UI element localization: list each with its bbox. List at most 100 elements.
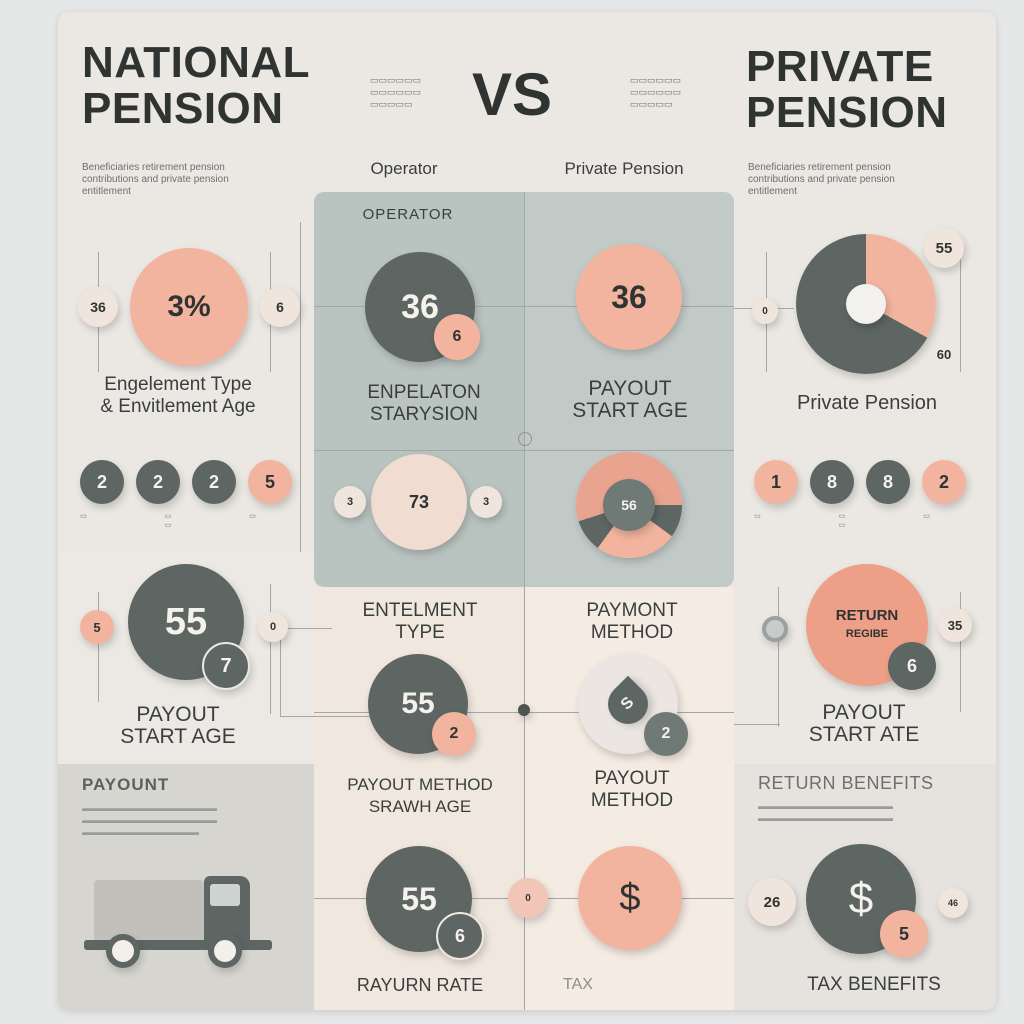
left-mid-label-line2: START AGE: [120, 725, 236, 748]
center-mid-left-label2-line2: SRAWH AGE: [368, 797, 472, 816]
left-mid-label-line1: PAYOUT: [136, 703, 220, 726]
center-mid-left-label: ENTELMENT TYPE: [340, 600, 500, 644]
right-mid-connector: [734, 724, 780, 725]
left-subtitle: Beneficiaries retirement pension contrib…: [82, 162, 302, 198]
right-top-badge: 55: [924, 228, 964, 268]
right-row-captions: ▭ ▭ ▭ ▭: [754, 513, 968, 529]
left-mid-side: 5: [80, 610, 114, 644]
left-top-side-right: 6: [260, 287, 300, 327]
right-title: PRIVATE PENSION: [746, 44, 948, 136]
center-top-heading: OPERATOR: [362, 206, 454, 223]
center-mid-right-label: PAYMONT METHOD: [552, 600, 712, 644]
right-top-label: Private Pension: [796, 392, 938, 414]
center-top-left-label: ENPELATON STARYSION: [344, 382, 504, 426]
center-mid-dot: [518, 704, 530, 716]
left-title-line1: NATIONAL: [82, 38, 311, 87]
left-mid-connector-down: [280, 628, 281, 716]
center-mid-right-label-line2: METHOD: [590, 622, 674, 643]
right-sub-line2: contributions and private pension: [748, 174, 895, 185]
left-row-circle-3: 2: [192, 460, 236, 504]
header-small-text-left: ▭▭▭▭▭▭ ▭▭▭▭▭▭ ▭▭▭▭▭: [370, 75, 422, 109]
center-top-left-label-line1: ENPELATON: [367, 382, 481, 403]
truck-wheel-left: [106, 934, 140, 968]
left-sub-line2: contributions and private pension: [82, 174, 229, 185]
left-top-label-line2: & Envitlement Age: [100, 396, 256, 417]
left-mid-line-b: [270, 584, 271, 714]
right-mid-line-a: [778, 587, 779, 727]
center-bottom-right-big: $: [578, 846, 682, 950]
left-top-line-c: [300, 222, 301, 552]
right-mid-side: 35: [938, 608, 972, 642]
right-title-line2: PENSION: [746, 88, 948, 137]
center-mid-right-label2: PAYOUT METHOD: [552, 768, 712, 812]
center-mid-left-label2-line1: PAYOUT METHOD: [347, 775, 493, 794]
center-top-left-badge: 6: [434, 314, 480, 360]
right-sub-line1: Beneficiaries retirement pension: [748, 162, 891, 173]
right-top-badge-bottom: 60: [936, 347, 952, 362]
header-small-text-right: ▭▭▭▭▭▭ ▭▭▭▭▭▭ ▭▭▭▭▭: [630, 75, 682, 109]
left-top-big-circle: 3%: [130, 248, 248, 366]
truck-window: [210, 884, 240, 906]
right-mid-big-line2: REGIBE: [845, 628, 889, 640]
center-mid-right-label2-line1: PAYOUT: [594, 768, 670, 789]
right-mid-label-line2: START ATE: [808, 723, 920, 746]
center-bottom-right-label: TAX: [563, 976, 593, 993]
center-mid-left-label-line2: TYPE: [395, 622, 445, 643]
right-title-line1: PRIVATE: [746, 42, 934, 91]
right-subtitle: Beneficiaries retirement pension contrib…: [748, 162, 978, 198]
center-wheel-right-outer: 56: [576, 452, 682, 558]
center-wheel-left-l: 3: [334, 486, 366, 518]
center-wheel-right: 56: [603, 479, 655, 531]
center-bottom-dot: 0: [508, 878, 548, 918]
right-bottom-side: 26: [748, 878, 796, 926]
vs-label: VS: [472, 61, 553, 128]
center-mid-left-label2: PAYOUT METHOD SRAWH AGE: [328, 774, 512, 818]
right-top-small-left: 0: [752, 298, 778, 324]
center-mid-right-label2-line2: METHOD: [590, 790, 674, 811]
center-top-left-label-line2: STARYSION: [369, 404, 479, 425]
center-bottom-left-label: RAYURN RATE: [356, 975, 484, 995]
center-top-right-big: 36: [576, 244, 682, 350]
left-mid-side-right: 0: [258, 612, 288, 642]
infographic-page: NATIONAL PENSION VS PRIVATE PENSION ▭▭▭▭…: [58, 12, 996, 1010]
right-mid-label: PAYOUT START ATE: [774, 702, 954, 746]
center-mid-left-badge: 2: [432, 712, 476, 756]
center-mid-right-badge: 2: [644, 712, 688, 756]
center-mid-left-label-line1: ENTELMENT: [362, 600, 478, 621]
left-sub-line1: Beneficiaries retirement pension: [82, 162, 225, 173]
right-bottom-small: 46: [938, 888, 968, 918]
truck-cargo: [94, 880, 204, 946]
right-top-line-b: [960, 252, 961, 372]
left-title-line2: PENSION: [82, 84, 284, 133]
center-top-right-label: PAYOUT START AGE: [550, 378, 710, 422]
right-mid-label-line1: PAYOUT: [822, 701, 906, 724]
right-bottom-label: TAX BENEFITS: [807, 974, 941, 995]
center-bottom-left-badge: 6: [436, 912, 484, 960]
truck-base: [84, 940, 272, 950]
right-bottom-badge: 5: [880, 910, 928, 958]
left-mid-line-a: [98, 592, 99, 702]
left-sub-line3: entitlement: [82, 186, 131, 197]
right-row-circle-3: 8: [866, 460, 910, 504]
center-top-right-label-line1: PAYOUT: [588, 377, 672, 400]
center-top-right-label-line2: START AGE: [572, 399, 688, 422]
truck-wheel-right: [208, 934, 242, 968]
left-row-circle-4: 5: [248, 460, 292, 504]
right-bottom-text: ▬▬▬▬▬▬▬▬▬▬▬▬▬▬▬ ▬▬▬▬▬▬▬▬▬▬▬▬▬▬▬: [758, 801, 893, 823]
left-row-captions: ▭ ▭ ▭ ▭: [80, 513, 294, 529]
right-top-pie: [796, 234, 936, 374]
left-row-circle-2: 2: [136, 460, 180, 504]
left-top-side-left: 36: [78, 287, 118, 327]
left-bottom-heading: PAYOUNT: [82, 775, 170, 794]
right-mid-big-line1: RETURN: [835, 607, 899, 624]
left-bottom-text: ▬▬▬▬▬▬▬▬▬▬▬▬▬▬▬ ▬▬▬▬▬▬▬▬▬▬▬▬▬▬▬ ▬▬▬▬▬▬▬▬▬▬…: [82, 803, 217, 837]
right-row-circle-1: 1: [754, 460, 798, 504]
right-bottom-heading: RETURN BENEFITS: [758, 773, 934, 793]
right-top-pie-hole: [846, 284, 886, 324]
truck-icon: [84, 870, 274, 970]
left-mid-connector-right: [280, 716, 400, 717]
center-mid-right-label-line1: PAYMONT: [586, 600, 678, 621]
right-sub-line3: entitlement: [748, 186, 797, 197]
right-row-circle-2: 8: [810, 460, 854, 504]
right-mid-line-b: [960, 592, 961, 712]
